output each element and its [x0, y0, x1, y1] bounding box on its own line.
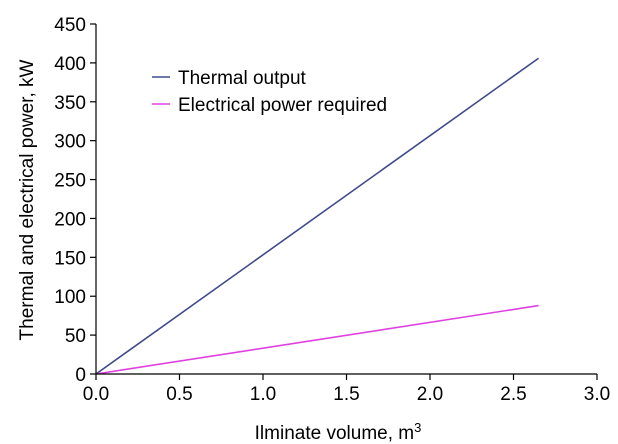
x-tick-label: 2.5	[500, 384, 526, 405]
y-tick-label: 350	[54, 93, 86, 114]
legend-label-2: Electrical power required	[178, 95, 387, 116]
x-tick-label: 2.0	[417, 384, 443, 405]
series-line-2	[95, 304, 539, 375]
series-line-1	[95, 57, 540, 375]
x-tick-label: 3.0	[584, 384, 610, 405]
series-layer	[95, 57, 540, 375]
y-tick-label: 200	[54, 209, 86, 230]
legend-label-1: Thermal output	[178, 68, 307, 89]
x-tick-label: 0.0	[83, 384, 109, 405]
y-tick-label: 50	[65, 326, 86, 347]
x-tick-label: 0.5	[166, 384, 192, 405]
x-tick-label: 1.0	[250, 384, 276, 405]
y-tick-label: 150	[54, 248, 86, 269]
y-tick-label: 450	[54, 15, 86, 36]
x-tick-label: 1.5	[333, 384, 359, 405]
x-axis-title-text: Ilminate volume, m	[255, 423, 414, 444]
x-axis-title: Ilminate volume, m3	[255, 420, 422, 444]
x-axis-title-superscript: 3	[414, 420, 421, 435]
y-axis-title: Thermal and electrical power, kW	[17, 59, 38, 340]
x-axis-ticks: 0.0 0.5 1.0 1.5 2.0 2.5 3.0	[83, 374, 610, 405]
legend: Thermal output Electrical power required	[152, 68, 387, 116]
y-tick-label: 0	[75, 365, 86, 386]
y-tick-label: 400	[54, 54, 86, 75]
y-tick-label: 100	[54, 287, 86, 308]
y-tick-label: 300	[54, 132, 86, 153]
y-axis-ticks: 0 50 100 150 200 250 300 350 400 450	[54, 15, 96, 386]
y-tick-label: 250	[54, 171, 86, 192]
